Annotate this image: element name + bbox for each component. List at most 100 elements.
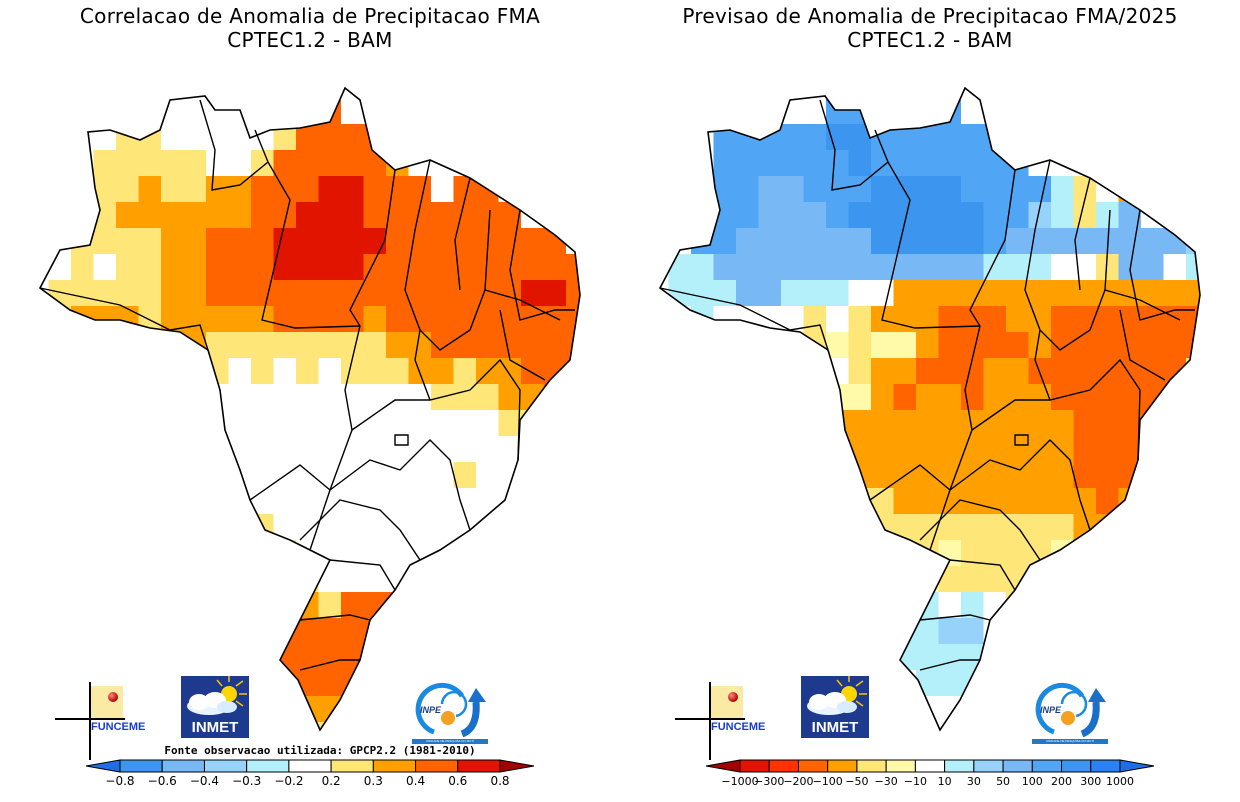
grid-cell xyxy=(138,254,162,281)
grid-cell xyxy=(1163,644,1187,671)
state-border xyxy=(919,659,980,671)
grid-cell xyxy=(938,202,962,229)
grid-cell xyxy=(781,462,805,489)
grid-cell xyxy=(1051,618,1075,645)
grid-cell xyxy=(1006,124,1030,151)
grid-cell xyxy=(660,696,670,723)
grid-cell xyxy=(983,384,1007,411)
grid-cell xyxy=(543,592,567,619)
grid-cell xyxy=(521,488,545,515)
colorbar-extend-high xyxy=(1119,759,1155,773)
colorbar-tick-label: −200 xyxy=(783,775,813,788)
grid-cell xyxy=(296,462,320,489)
grid-cell xyxy=(296,150,320,177)
grid-cell xyxy=(453,384,477,411)
grid-cell xyxy=(521,98,545,125)
grid-cell xyxy=(161,540,185,567)
grid-cell xyxy=(498,618,522,645)
grid-cell xyxy=(476,618,500,645)
grid-cell xyxy=(408,566,432,593)
grid-cell xyxy=(893,696,917,723)
grid-cell xyxy=(983,566,1007,593)
funceme-logo-text: FUNCEME xyxy=(91,721,146,733)
grid-cell xyxy=(893,436,917,463)
grid-cell xyxy=(116,88,140,99)
grid-cell xyxy=(758,150,782,177)
grid-cell xyxy=(386,618,410,645)
grid-cell xyxy=(543,150,567,177)
grid-cell xyxy=(341,462,365,489)
colorbar-box xyxy=(1061,759,1092,773)
grid-cell xyxy=(138,202,162,229)
grid-cell xyxy=(1141,306,1165,333)
grid-cell xyxy=(961,384,985,411)
grid-cell xyxy=(893,332,917,359)
grid-cell xyxy=(431,618,455,645)
grid-cell xyxy=(1006,618,1030,645)
grid-cell xyxy=(48,462,72,489)
grid-cell xyxy=(1118,88,1142,99)
grid-cell xyxy=(803,358,827,385)
grid-cell xyxy=(1073,332,1097,359)
grid-cell xyxy=(589,124,612,151)
grid-cell xyxy=(543,540,567,567)
grid-cell xyxy=(251,202,275,229)
state-border xyxy=(1034,358,1141,461)
grid-cell xyxy=(341,696,365,723)
grid-cell xyxy=(1096,306,1120,333)
state-border xyxy=(881,161,981,329)
grid-cell xyxy=(93,592,117,619)
grid-cell xyxy=(93,228,117,255)
grid-cell xyxy=(93,540,117,567)
grid-cell xyxy=(183,176,207,203)
grid-cell xyxy=(1186,618,1200,645)
grid-cell xyxy=(476,306,500,333)
grid-cell xyxy=(1141,618,1165,645)
grid-cell xyxy=(1051,462,1075,489)
grid-cell xyxy=(1118,124,1142,151)
grid-cell xyxy=(916,514,940,541)
grid-cell xyxy=(48,618,72,645)
grid-cell xyxy=(408,514,432,541)
grid-cell xyxy=(803,618,827,645)
grid-cell xyxy=(206,332,230,359)
grid-cell xyxy=(691,644,715,671)
grid-cell xyxy=(476,436,500,463)
grid-cell xyxy=(228,358,252,385)
grid-cell xyxy=(453,358,477,385)
colorbar-box xyxy=(944,759,975,773)
grid-cell xyxy=(408,254,432,281)
grid-cell xyxy=(1186,410,1200,437)
grid-cell xyxy=(71,358,95,385)
grid-cell xyxy=(803,88,827,99)
colorbar-tick-label: 200 xyxy=(1051,775,1072,788)
grid-cell xyxy=(138,176,162,203)
grid-cell xyxy=(758,410,782,437)
grid-cell xyxy=(40,384,50,411)
grid-cell xyxy=(848,358,872,385)
grid-cell xyxy=(871,358,895,385)
grid-cell xyxy=(1118,670,1142,697)
grid-cell xyxy=(1209,696,1232,723)
grid-cell xyxy=(273,306,297,333)
grid-cell xyxy=(251,722,275,730)
grid-cell xyxy=(228,254,252,281)
grid-cell xyxy=(408,384,432,411)
grid-cell xyxy=(826,488,850,515)
grid-cell xyxy=(161,592,185,619)
grid-cell xyxy=(1141,436,1165,463)
grid-cell xyxy=(48,514,72,541)
grid-cell xyxy=(521,696,545,723)
grid-cell xyxy=(848,384,872,411)
grid-cell xyxy=(93,98,117,125)
grid-cell xyxy=(1118,384,1142,411)
grid-cell xyxy=(40,540,50,567)
grid-cell xyxy=(273,254,297,281)
grid-cell xyxy=(1209,72,1232,99)
grid-cell xyxy=(1163,436,1187,463)
grid-cell xyxy=(1118,618,1142,645)
colorbar-tick-label: 1000 xyxy=(1106,775,1134,788)
inmet-logo: INMET xyxy=(181,676,249,738)
grid-cell xyxy=(1163,488,1187,515)
grid-cell xyxy=(476,98,500,125)
